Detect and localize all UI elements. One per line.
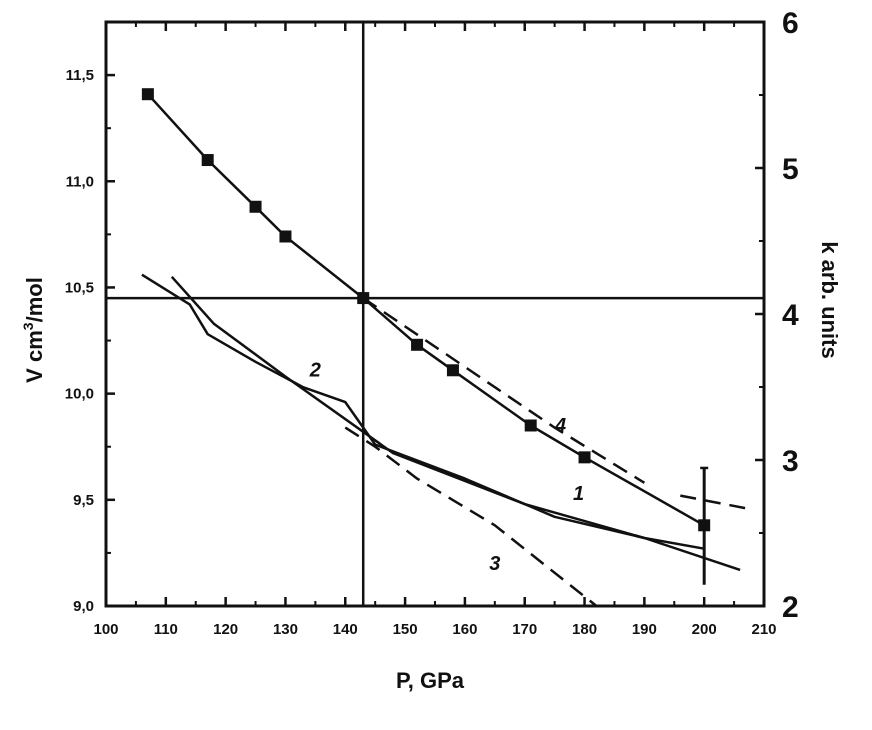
series-line-1 bbox=[146, 93, 705, 527]
curve-label-4: 4 bbox=[554, 415, 566, 437]
x-tick-label: 100 bbox=[93, 621, 118, 638]
data-point-marker bbox=[141, 88, 154, 101]
x-tick-label: 160 bbox=[452, 621, 477, 638]
data-point-marker bbox=[446, 364, 459, 377]
plot-area: 100 110 120 130 140 150 160 170 180 190 200 210 9,0 9… bbox=[65, 7, 799, 638]
x-tick-label: 210 bbox=[751, 621, 776, 638]
y-left-tick-label: 9,5 bbox=[73, 492, 94, 509]
x-tick-label: 130 bbox=[273, 621, 298, 638]
series-line-5 bbox=[141, 273, 705, 550]
y-axis-left-title-sup: 3 bbox=[20, 322, 36, 330]
data-point-marker bbox=[279, 230, 292, 243]
data-point-marker bbox=[357, 292, 370, 305]
x-axis-title: P, GPa bbox=[396, 668, 465, 693]
y-left-tick-label: 10,5 bbox=[65, 279, 94, 296]
x-tick-label: 140 bbox=[333, 621, 358, 638]
x-tick-label: 120 bbox=[213, 621, 238, 638]
curve-label-2: 2 bbox=[309, 360, 321, 382]
y-axis-left-title-main: V cm bbox=[22, 330, 47, 383]
curve-label-3: 3 bbox=[489, 553, 500, 575]
x-tick-label: 170 bbox=[512, 621, 537, 638]
x-tick-label: 180 bbox=[572, 621, 597, 638]
y-right-tick-label: 3 bbox=[782, 445, 799, 478]
data-point-marker bbox=[411, 338, 424, 351]
series-line-6 bbox=[344, 426, 598, 607]
data-point-marker bbox=[249, 200, 262, 213]
y-right-tick-label: 4 bbox=[782, 299, 799, 332]
data-point-marker bbox=[524, 419, 537, 432]
curve-label-1: 1 bbox=[573, 483, 584, 505]
y-right-tick-label: 6 bbox=[782, 7, 799, 40]
data-point-marker bbox=[201, 154, 214, 167]
data-point-marker bbox=[578, 451, 591, 464]
x-tick-label: 190 bbox=[632, 621, 657, 638]
y-left-tick-label: 11,5 bbox=[66, 67, 94, 84]
y-left-tick-label: 10,0 bbox=[65, 386, 94, 403]
x-tick-label: 200 bbox=[692, 621, 717, 638]
y-axis-right-title: k arb. units bbox=[817, 241, 842, 358]
series-line-4 bbox=[170, 275, 741, 572]
x-tick-label: 150 bbox=[393, 621, 418, 638]
series-line-2 bbox=[362, 297, 646, 484]
y-left-tick-label: 9,0 bbox=[73, 598, 94, 615]
y-axis-left-title: V cm3/mol bbox=[20, 277, 47, 383]
series-line-3 bbox=[680, 494, 747, 510]
y-right-tick-label: 2 bbox=[782, 591, 799, 624]
y-right-tick-label: 5 bbox=[782, 153, 799, 186]
x-tick-label: 110 bbox=[154, 621, 178, 638]
y-left-tick-label: 11,0 bbox=[66, 173, 94, 190]
y-axis-left-title-tail: /mol bbox=[22, 277, 47, 322]
